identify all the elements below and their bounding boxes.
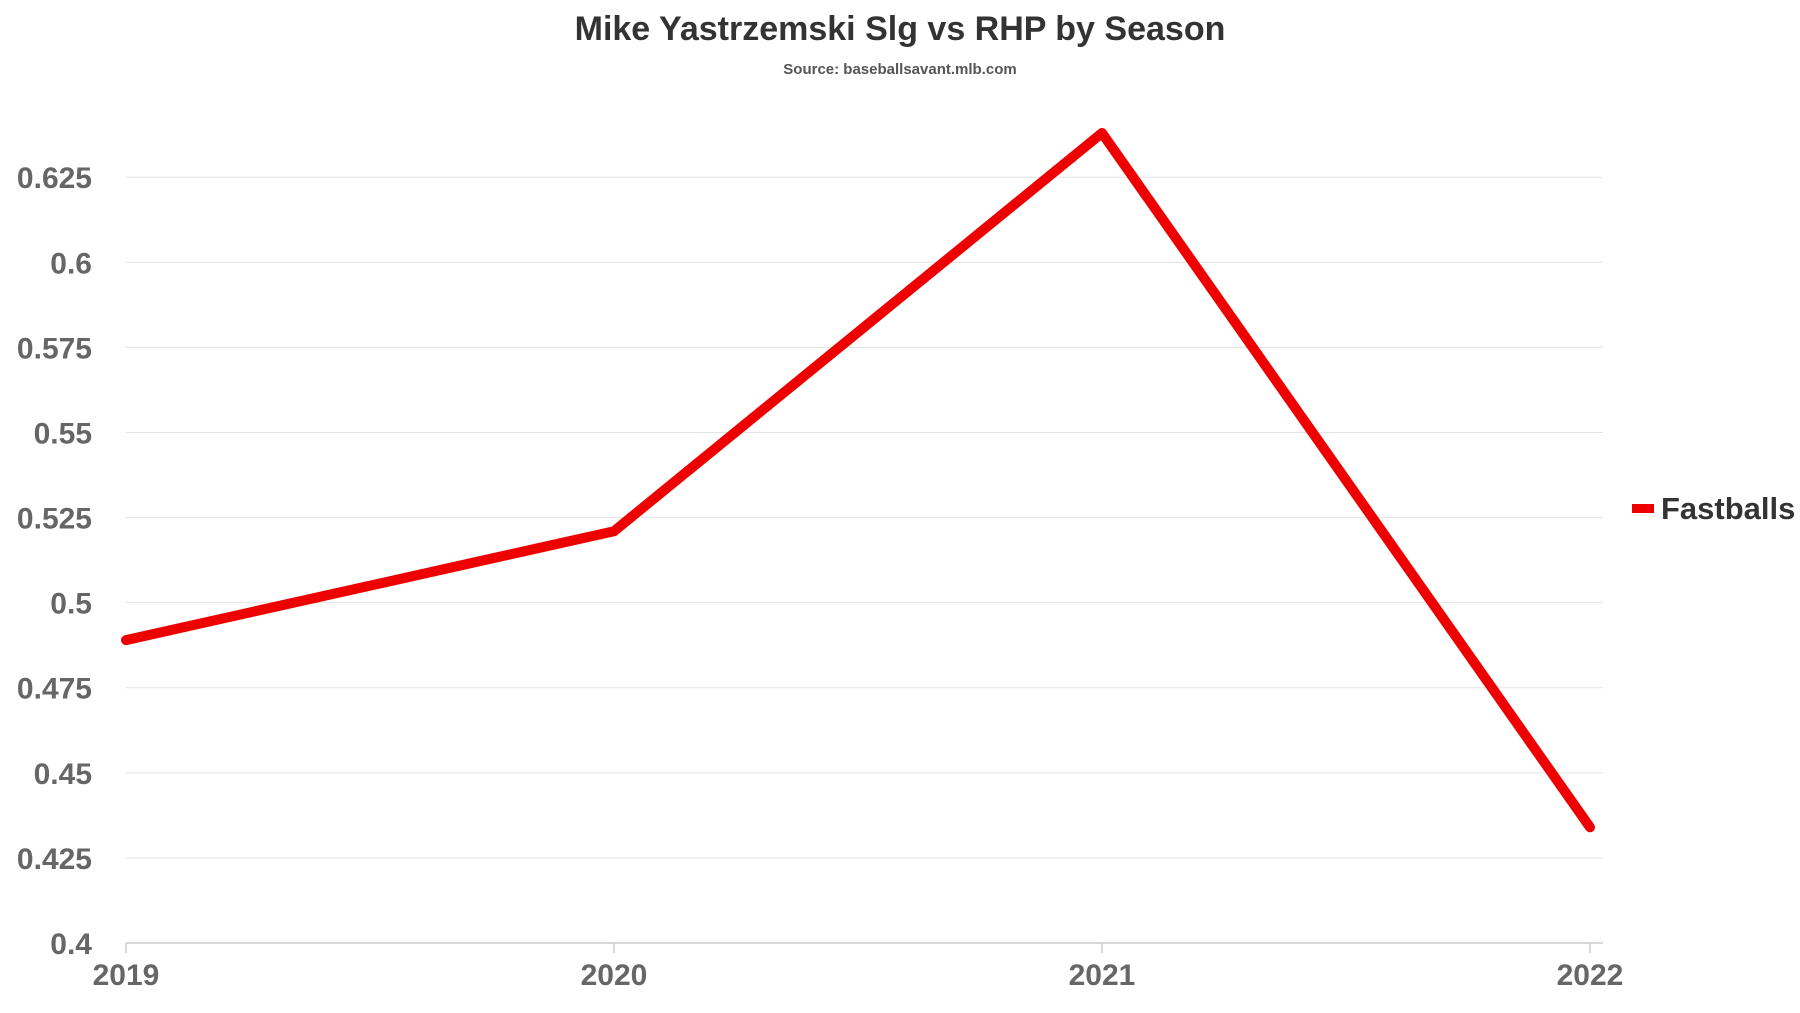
grid-lines <box>126 176 1603 859</box>
y-tick-label: 0.4 <box>50 928 92 961</box>
y-tick-label: 0.45 <box>34 758 92 791</box>
x-tick-label: 2019 <box>93 959 160 992</box>
series-lines <box>121 128 1595 833</box>
y-tick-label: 0.525 <box>17 503 92 536</box>
y-tick-label: 0.55 <box>34 417 92 450</box>
y-tick-label: 0.625 <box>17 162 92 195</box>
legend-label: Fastballs <box>1661 491 1795 526</box>
chart-subtitle: Source: baseballsavant.mlb.com <box>783 61 1017 78</box>
y-tick-label: 0.475 <box>17 673 92 706</box>
x-tick-label: 2021 <box>1069 959 1136 992</box>
x-tick-label: 2020 <box>581 959 648 992</box>
y-tick-label: 0.575 <box>17 332 92 365</box>
y-tick-label: 0.425 <box>17 843 92 876</box>
x-tick-label: 2022 <box>1557 959 1624 992</box>
series-line-fastballs <box>121 128 1595 833</box>
y-tick-label: 0.6 <box>50 247 92 280</box>
legend-swatch <box>1632 504 1654 513</box>
axes: 0.4 0.425 0.45 0.475 0.5 0.525 0.55 0.575 0.6 0.6… <box>17 162 1623 992</box>
chart-title: Mike Yastrzemski Slg vs RHP by Season <box>574 10 1226 48</box>
legend: Fastballs <box>1632 491 1795 526</box>
y-tick-label: 0.5 <box>50 588 92 621</box>
